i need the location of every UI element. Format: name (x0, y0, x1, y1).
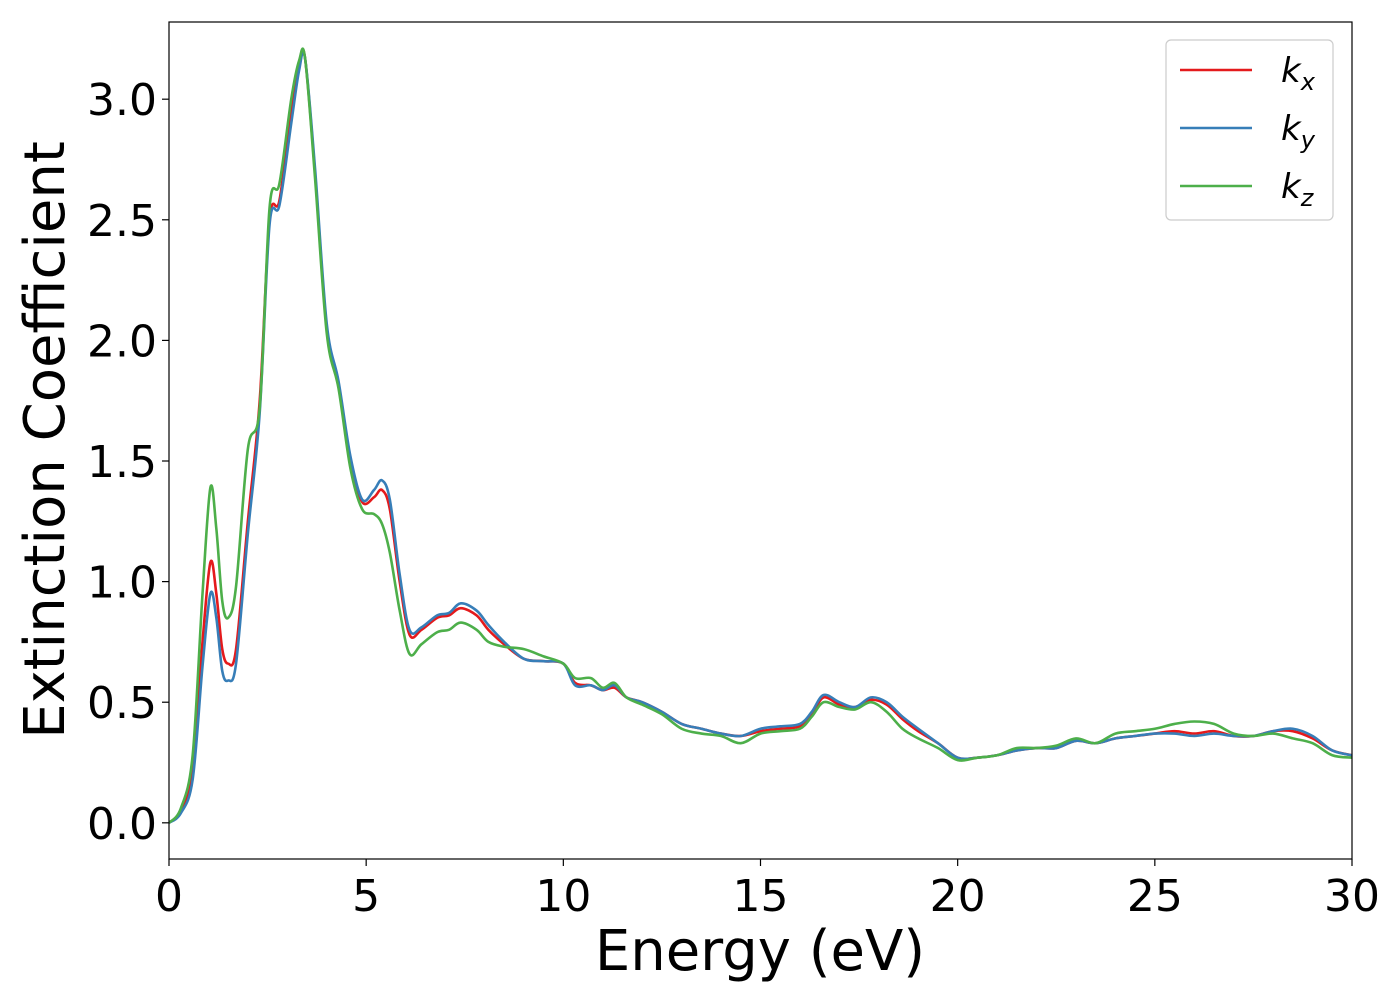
x-tick-label: 25 (1127, 871, 1183, 922)
x-tick-label: 0 (155, 871, 183, 922)
legend-label: ky (1281, 109, 1316, 154)
y-tick-label: 3.0 (87, 75, 157, 126)
y-tick-label: 0.0 (87, 799, 157, 850)
y-tick-label: 2.0 (87, 316, 157, 367)
x-tick-label: 5 (352, 871, 380, 922)
legend: kx ky kz (1165, 39, 1334, 221)
x-axis: 0 5 10 15 20 25 30 (155, 859, 1380, 922)
legend-box (1165, 39, 1334, 221)
x-tick-label: 15 (733, 871, 789, 922)
series-line-k-z (169, 47, 1352, 824)
y-tick-label: 1.0 (87, 558, 157, 609)
y-axis-title: Extinction Coefficient (13, 141, 78, 739)
x-tick-label: 10 (535, 871, 591, 922)
y-tick-label: 0.5 (87, 678, 157, 729)
y-tick-label: 2.5 (87, 196, 157, 247)
y-tick-label: 1.5 (87, 437, 157, 488)
legend-label: kz (1281, 167, 1315, 212)
x-tick-label: 30 (1324, 871, 1380, 922)
y-axis: 0.0 0.5 1.0 1.5 2.0 2.5 3.0 (87, 75, 169, 850)
legend-label: kx (1281, 51, 1316, 96)
series-layer (169, 47, 1352, 824)
x-axis-title: Energy (eV) (595, 919, 925, 984)
series-line-k-y (169, 50, 1352, 824)
x-tick-label: 20 (930, 871, 986, 922)
plot-area (169, 22, 1352, 859)
